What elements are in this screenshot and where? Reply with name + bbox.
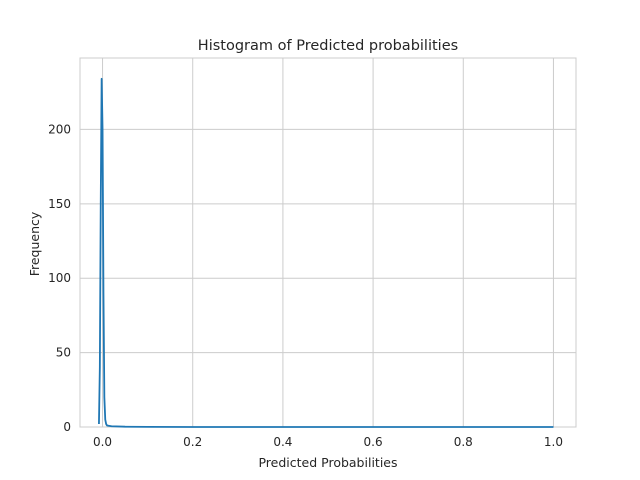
x-tick-label: 0.8: [454, 435, 473, 449]
x-tick-labels: 0.0 0.2 0.4 0.6 0.8 1.0: [93, 435, 563, 449]
y-tick-label: 100: [48, 271, 71, 285]
chart-title: Histogram of Predicted probabilities: [198, 38, 458, 54]
y-tick-label: 0: [63, 420, 71, 434]
x-gridlines: [102, 58, 554, 427]
x-axis-label: Predicted Probabilities: [258, 455, 397, 470]
plot-frame: [79, 57, 577, 428]
x-tick-label: 0.4: [273, 435, 292, 449]
y-tick-label: 50: [56, 346, 71, 360]
y-tick-label: 150: [48, 197, 71, 211]
x-tick-label: 0.6: [364, 435, 383, 449]
x-tick-label: 1.0: [544, 435, 563, 449]
y-tick-label: 200: [48, 122, 71, 136]
y-tick-labels: 0 50 100 150 200: [48, 122, 71, 434]
series-line: [98, 77, 554, 428]
series-layer: [98, 77, 554, 428]
y-axis-label: Frequency: [27, 211, 42, 276]
y-gridlines: [80, 128, 576, 428]
x-tick-label: 0.2: [183, 435, 202, 449]
x-tick-label: 0.0: [93, 435, 112, 449]
